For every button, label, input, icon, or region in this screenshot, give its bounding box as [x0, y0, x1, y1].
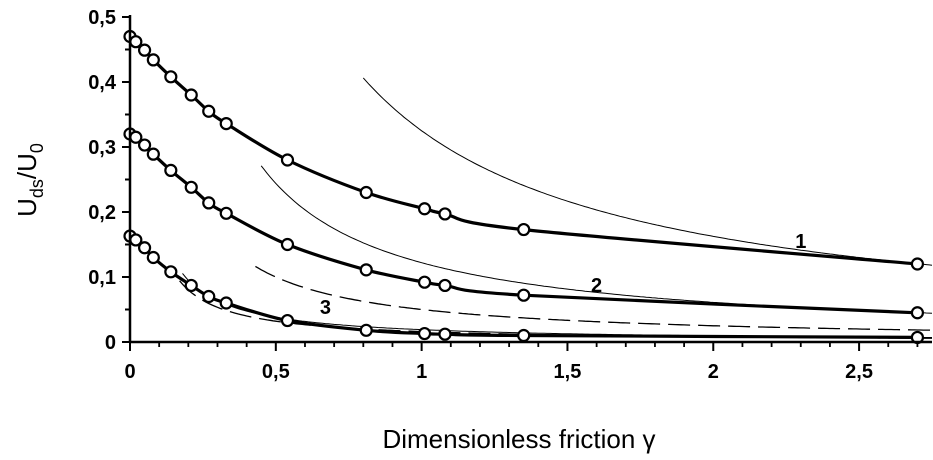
asymptote-curves: [179, 77, 933, 339]
asymptote-thin: [362, 77, 933, 266]
y-tick-label: 0,1: [88, 267, 116, 289]
labels: 1 2 3: [320, 231, 806, 319]
asymptote-dashed: [255, 265, 933, 331]
data-point-series-2: [359, 263, 373, 277]
data-point-series-1: [280, 153, 295, 167]
y-tick-label: 0,5: [88, 7, 116, 29]
data-point-series-3: [137, 241, 152, 255]
data-point-series-2: [202, 196, 216, 210]
series-label-1: 1: [795, 231, 806, 253]
y-axis-title-sub1: ds: [27, 179, 47, 198]
data-point-series-2: [184, 180, 198, 194]
data-point-series-2: [219, 206, 233, 220]
y-axis-title-sep: /U: [12, 153, 42, 179]
x-tick-label: 1,5: [554, 361, 582, 383]
data-point-series-1: [146, 53, 160, 67]
x-tick-label: 1: [416, 361, 427, 383]
data-point-series-1: [438, 207, 452, 221]
data-point-series-1: [219, 116, 233, 131]
data-point-series-3: [202, 289, 216, 304]
axes: 0 0,1 0,2 0,3 0,4 0,5 0 0,5 1 1,5 2 2,5: [88, 7, 932, 383]
x-axis-title: Dimensionless friction γ: [382, 424, 655, 454]
data-series: [123, 29, 925, 345]
y-tick-label: 0: [105, 332, 116, 354]
data-point-series-1: [910, 257, 925, 271]
data-point-series-2: [438, 278, 452, 293]
data-point-series-3: [146, 250, 160, 265]
data-point-series-2: [417, 275, 432, 289]
data-point-series-1: [359, 185, 373, 200]
data-point-series-1: [137, 43, 152, 57]
data-point-series-3: [359, 323, 373, 337]
data-point-series-3: [417, 326, 432, 341]
y-tick-label: 0,3: [88, 137, 116, 159]
data-point-series-1: [184, 88, 198, 102]
y-tick-label: 0,2: [88, 202, 116, 224]
x-tick-label: 2: [708, 361, 719, 383]
data-point-series-3: [280, 313, 295, 328]
y-axis-title-base: U: [12, 198, 42, 217]
data-point-series-1: [202, 104, 216, 118]
data-point-series-3: [438, 327, 452, 341]
series-label-3: 3: [320, 297, 331, 319]
x-tick-label: 0,5: [262, 361, 290, 383]
x-tick-label: 2,5: [845, 361, 873, 383]
series-label-2: 2: [591, 275, 602, 297]
data-point-series-3: [517, 328, 531, 343]
y-axis-title: Uds/U0: [12, 143, 47, 217]
y-axis-title-sub2: 0: [27, 143, 47, 153]
data-point-series-3: [184, 278, 198, 293]
data-point-series-1: [417, 202, 432, 216]
data-point-series-2: [280, 237, 295, 252]
data-point-series-2: [517, 288, 531, 302]
y-tick-label: 0,4: [88, 72, 117, 94]
data-point-series-2: [146, 147, 160, 161]
data-point-series-2: [164, 163, 178, 177]
x-tick-label: 0: [124, 361, 135, 383]
data-point-series-2: [137, 138, 152, 152]
data-point-series-2: [910, 306, 925, 320]
data-point-series-1: [517, 222, 531, 237]
data-point-series-3: [164, 265, 178, 279]
data-point-series-1: [164, 70, 178, 84]
data-point-series-1: [129, 35, 143, 49]
data-point-series-3: [219, 296, 233, 310]
